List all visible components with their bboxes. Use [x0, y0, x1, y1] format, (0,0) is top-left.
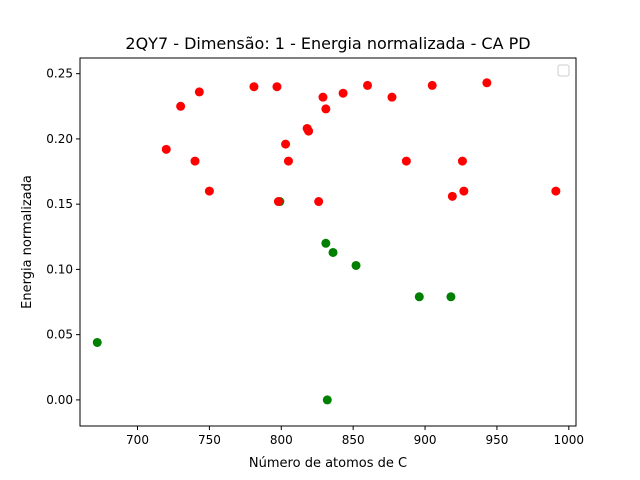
x-tick-label: 950 — [485, 433, 508, 447]
data-point-red — [459, 186, 469, 196]
x-tick-label: 900 — [414, 433, 437, 447]
data-point-red — [281, 139, 291, 149]
data-point-red — [482, 78, 492, 88]
data-point-red — [190, 156, 200, 166]
x-tick-label: 800 — [270, 433, 293, 447]
y-tick-label: 0.20 — [46, 132, 73, 146]
data-point-red — [387, 92, 397, 102]
data-point-green — [351, 260, 361, 270]
data-point-green — [328, 247, 338, 257]
plot-border — [79, 57, 577, 427]
data-point-red — [447, 191, 457, 201]
data-point-red — [194, 87, 204, 97]
data-point-red — [318, 92, 328, 102]
data-point-green — [446, 292, 456, 302]
x-tick-label: 750 — [198, 433, 221, 447]
y-tick-label: 0.10 — [46, 262, 73, 276]
data-point-red — [363, 80, 373, 90]
x-tick-label: 850 — [342, 433, 365, 447]
data-point-red — [321, 104, 331, 114]
y-tick-label: 0.00 — [46, 393, 73, 407]
y-tick-label: 0.15 — [46, 197, 73, 211]
data-point-red — [283, 156, 293, 166]
y-tick-label: 0.05 — [46, 328, 73, 342]
axis-ticks: 700 750 800 850 900 950 1000 0.00 0.05 0.10 0.15 0.… — [46, 67, 584, 447]
data-point-green — [321, 238, 331, 248]
x-tick-label: 700 — [126, 433, 149, 447]
chart-title: 2QY7 - Dimensão: 1 - Energia normalizada… — [125, 34, 530, 53]
data-point-red — [272, 82, 282, 92]
y-tick-label: 0.25 — [46, 67, 73, 81]
data-point-green — [414, 292, 424, 302]
data-point-red — [273, 197, 283, 207]
data-point-red — [176, 101, 186, 111]
data-point-red — [551, 186, 561, 196]
data-point-red — [338, 88, 348, 98]
data-point-green — [322, 395, 332, 405]
y-axis-label: Energia normalizada — [20, 175, 35, 309]
data-point-red — [304, 126, 314, 136]
data-point-red — [249, 82, 259, 92]
x-tick-label: 1000 — [554, 433, 585, 447]
data-point-red — [427, 80, 437, 90]
data-point-red — [401, 156, 411, 166]
data-points — [92, 78, 561, 405]
data-point-red — [314, 197, 324, 207]
data-point-green — [92, 337, 102, 347]
data-point-red — [204, 186, 214, 196]
x-axis-label: Número de atomos de C — [249, 456, 407, 471]
legend — [557, 64, 570, 77]
data-point-red — [457, 156, 467, 166]
data-point-red — [161, 144, 171, 154]
